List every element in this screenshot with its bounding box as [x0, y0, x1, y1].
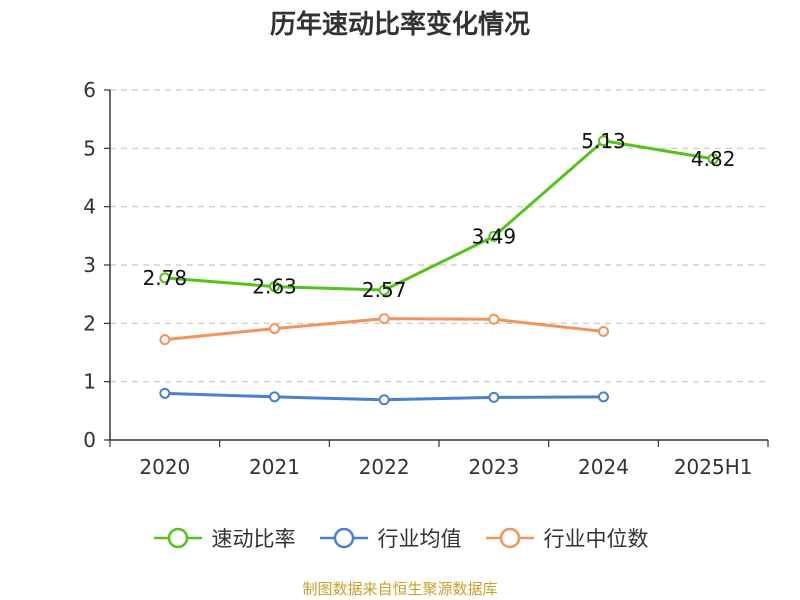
legend-item-industry-mean[interactable]: 行业均值	[318, 523, 462, 553]
series-line-0	[164, 139, 714, 292]
data-point-2-0	[159, 334, 171, 346]
data-label-0-2: 2.57	[362, 278, 407, 302]
legend-item-industry-median[interactable]: 行业中位数	[484, 523, 649, 553]
x-tick-label-2021: 2021	[249, 455, 300, 479]
x-tick-label-2025H1: 2025H1	[674, 455, 753, 479]
data-point-0-3	[488, 230, 500, 242]
data-point-0-4	[598, 135, 609, 147]
chart-title: 历年速动比率变化情况	[269, 10, 530, 40]
data-label-0-5: 4.82	[691, 147, 736, 171]
data-point-2-1	[269, 323, 280, 335]
data-point-1-2	[378, 394, 390, 406]
y-tick-label-6: 6	[83, 78, 96, 102]
legend-item-quick-ratio[interactable]: 速动比率	[152, 523, 296, 553]
y-tick-label-3: 3	[83, 253, 96, 277]
data-labels: 2.78 2.63 2.57 3.49 5.13 4.82	[143, 129, 736, 302]
data-label-0-3: 3.49	[472, 224, 517, 248]
data-source-note: 制图数据来自恒生聚源数据库	[302, 580, 498, 598]
data-label-0-4: 5.13	[581, 129, 626, 153]
data-label-0-0: 2.78	[143, 266, 188, 290]
data-point-0-0	[159, 272, 171, 284]
legend-marker-industry-median	[485, 527, 534, 549]
x-tick-label-2023: 2023	[468, 455, 519, 479]
data-point-2-2	[378, 313, 390, 325]
legend: 速动比率 行业均值 行业中位数	[0, 518, 800, 558]
y-tick-label-2: 2	[83, 311, 96, 335]
data-point-2-3	[488, 313, 500, 325]
data-point-0-5	[707, 153, 719, 165]
legend-marker-quick-ratio	[153, 527, 202, 549]
x-tick-label-2024: 2024	[578, 455, 629, 479]
data-point-1-3	[488, 391, 500, 403]
data-point-1-4	[598, 391, 609, 403]
series-lines	[159, 135, 719, 406]
legend-label-industry-mean: 行业均值	[377, 527, 462, 551]
x-tick-label-2020: 2020	[139, 455, 190, 479]
data-point-1-0	[159, 387, 171, 399]
legend-label-industry-median: 行业中位数	[543, 527, 649, 551]
y-tick-label-0: 0	[83, 428, 96, 452]
y-tick-label-4: 4	[83, 195, 96, 219]
data-point-2-4	[598, 326, 609, 337]
legend-label-quick-ratio: 速动比率	[211, 527, 296, 551]
data-point-0-2	[378, 284, 390, 296]
data-point-0-1	[269, 281, 280, 293]
grid-lines	[110, 89, 768, 383]
data-label-0-1: 2.63	[252, 275, 297, 299]
y-tick-label-1: 1	[83, 370, 96, 394]
data-point-1-1	[269, 391, 280, 403]
legend-marker-industry-mean	[319, 527, 368, 549]
axes: 0 1 2 3 4 5 6 2020 2021 2022 2023 2024 2025H1	[83, 78, 769, 479]
y-tick-label-5: 5	[83, 136, 96, 160]
x-tick-label-2022: 2022	[359, 455, 410, 479]
